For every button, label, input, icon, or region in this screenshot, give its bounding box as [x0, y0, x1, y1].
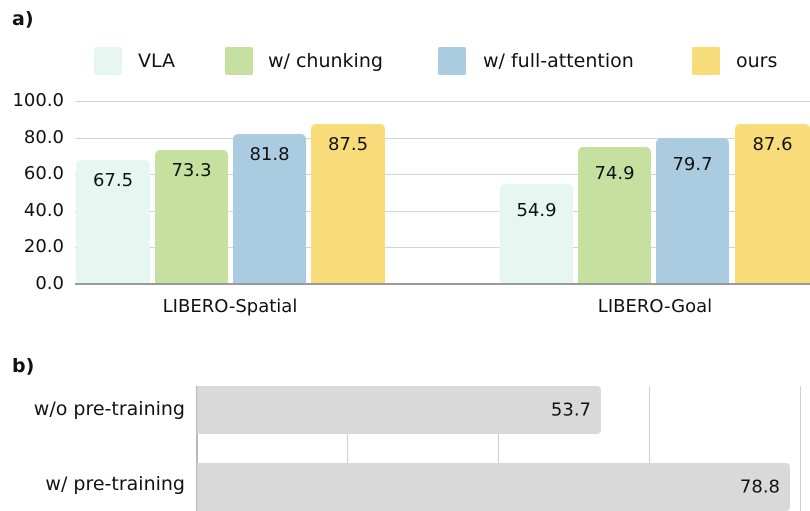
x-category-libero-goal: LIBERO-Goal: [597, 296, 713, 317]
bar-value-label: 81.8: [249, 144, 290, 165]
bar-value-label: 73.3: [171, 160, 212, 181]
bar-goal-full-attention: 79.7: [656, 138, 729, 284]
bar-value-label: 79.7: [672, 154, 713, 175]
legend-swatch-vla: [94, 47, 122, 75]
ytick-0: 0.0: [35, 273, 64, 294]
panel-b-label: b): [12, 355, 35, 377]
hbar-value-label: 78.8: [739, 476, 780, 498]
bar-value-label: 54.9: [516, 200, 557, 221]
gridline-20: [75, 247, 810, 248]
legend-swatch-chunking: [225, 47, 253, 75]
hbar-value-label: 53.7: [550, 399, 591, 421]
x-axis-line: [75, 283, 810, 285]
y-category-with-pretraining: w/ pre-training: [45, 473, 185, 495]
panel-a-label: a): [12, 8, 34, 30]
x-category-libero-spatial: LIBERO-Spatial: [162, 296, 298, 317]
ytick-60: 60.0: [23, 163, 64, 184]
legend-label-ours: ours: [736, 50, 778, 72]
gridline-40: [75, 211, 810, 212]
y-category-without-pretraining: w/o pre-training: [33, 398, 185, 420]
bar-goal-ours: 87.6: [735, 124, 810, 284]
bar-spatial-ours: 87.5: [311, 124, 385, 284]
ytick-40: 40.0: [23, 200, 64, 221]
hbar-with-pretraining: 78.8: [197, 463, 790, 511]
gridline-100: [75, 101, 810, 102]
legend-swatch-ours: [692, 47, 720, 75]
vgrid-40: [498, 386, 499, 511]
bar-goal-chunking: 74.9: [578, 147, 651, 284]
legend-label-full-attention: w/ full-attention: [483, 50, 634, 72]
ytick-100: 100.0: [12, 90, 64, 111]
gridline-80: [75, 138, 810, 139]
bar-goal-vla: 54.9: [500, 184, 573, 284]
legend-label-vla: VLA: [138, 50, 176, 72]
bar-value-label: 87.5: [327, 134, 369, 155]
bar-value-label: 87.6: [752, 134, 793, 155]
bar-spatial-full-attention: 81.8: [233, 134, 306, 284]
vgrid-20: [347, 386, 348, 511]
ytick-80: 80.0: [23, 127, 64, 148]
legend-swatch-full-attention: [438, 47, 466, 75]
bar-value-label: 74.9: [594, 163, 635, 184]
bar-value-label: 67.5: [92, 170, 134, 191]
vgrid-80: [800, 386, 801, 511]
legend-label-chunking: w/ chunking: [268, 50, 383, 72]
gridline-60: [75, 174, 810, 175]
y-axis-line-b: [196, 386, 198, 511]
hbar-without-pretraining: 53.7: [197, 386, 601, 434]
legend: VLA w/ chunking w/ full-attention ours: [0, 47, 810, 77]
ytick-20: 20.0: [23, 236, 64, 257]
bar-spatial-vla: 67.5: [76, 160, 150, 284]
vgrid-60: [649, 386, 650, 511]
bar-spatial-chunking: 73.3: [155, 150, 228, 284]
